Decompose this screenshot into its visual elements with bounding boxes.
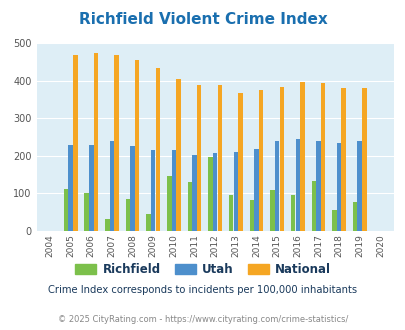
Bar	[361, 88, 366, 231]
Bar	[105, 218, 109, 231]
Bar	[315, 141, 320, 231]
Bar	[84, 193, 89, 231]
Bar	[258, 89, 263, 231]
Bar	[274, 142, 279, 231]
Bar	[94, 53, 98, 231]
Bar	[89, 145, 93, 231]
Bar	[208, 157, 212, 231]
Bar	[295, 139, 299, 231]
Bar	[238, 92, 242, 231]
Bar	[187, 182, 192, 231]
Bar	[290, 194, 295, 231]
Text: Crime Index corresponds to incidents per 100,000 inhabitants: Crime Index corresponds to incidents per…	[48, 285, 357, 295]
Bar	[176, 79, 180, 231]
Bar	[336, 143, 341, 231]
Bar	[68, 145, 73, 231]
Bar	[311, 182, 315, 231]
Bar	[134, 60, 139, 231]
Bar	[114, 55, 119, 231]
Bar	[130, 147, 134, 231]
Bar	[73, 54, 77, 231]
Bar	[352, 202, 356, 231]
Bar	[279, 87, 284, 231]
Bar	[155, 69, 160, 231]
Bar	[109, 142, 114, 231]
Bar	[249, 200, 254, 231]
Bar	[125, 199, 130, 231]
Bar	[331, 210, 336, 231]
Bar	[228, 195, 233, 231]
Bar	[341, 88, 345, 231]
Bar	[270, 190, 274, 231]
Legend: Richfield, Utah, National: Richfield, Utah, National	[70, 258, 335, 281]
Bar	[151, 150, 155, 231]
Bar	[299, 82, 304, 231]
Bar	[64, 189, 68, 231]
Bar	[146, 214, 151, 231]
Bar	[171, 150, 176, 231]
Bar	[196, 85, 201, 231]
Bar	[212, 153, 217, 231]
Bar	[356, 142, 361, 231]
Bar	[233, 151, 237, 231]
Text: Richfield Violent Crime Index: Richfield Violent Crime Index	[79, 12, 326, 26]
Bar	[166, 177, 171, 231]
Bar	[320, 83, 324, 231]
Bar	[254, 149, 258, 231]
Text: © 2025 CityRating.com - https://www.cityrating.com/crime-statistics/: © 2025 CityRating.com - https://www.city…	[58, 315, 347, 324]
Bar	[217, 85, 222, 231]
Bar	[192, 155, 196, 231]
